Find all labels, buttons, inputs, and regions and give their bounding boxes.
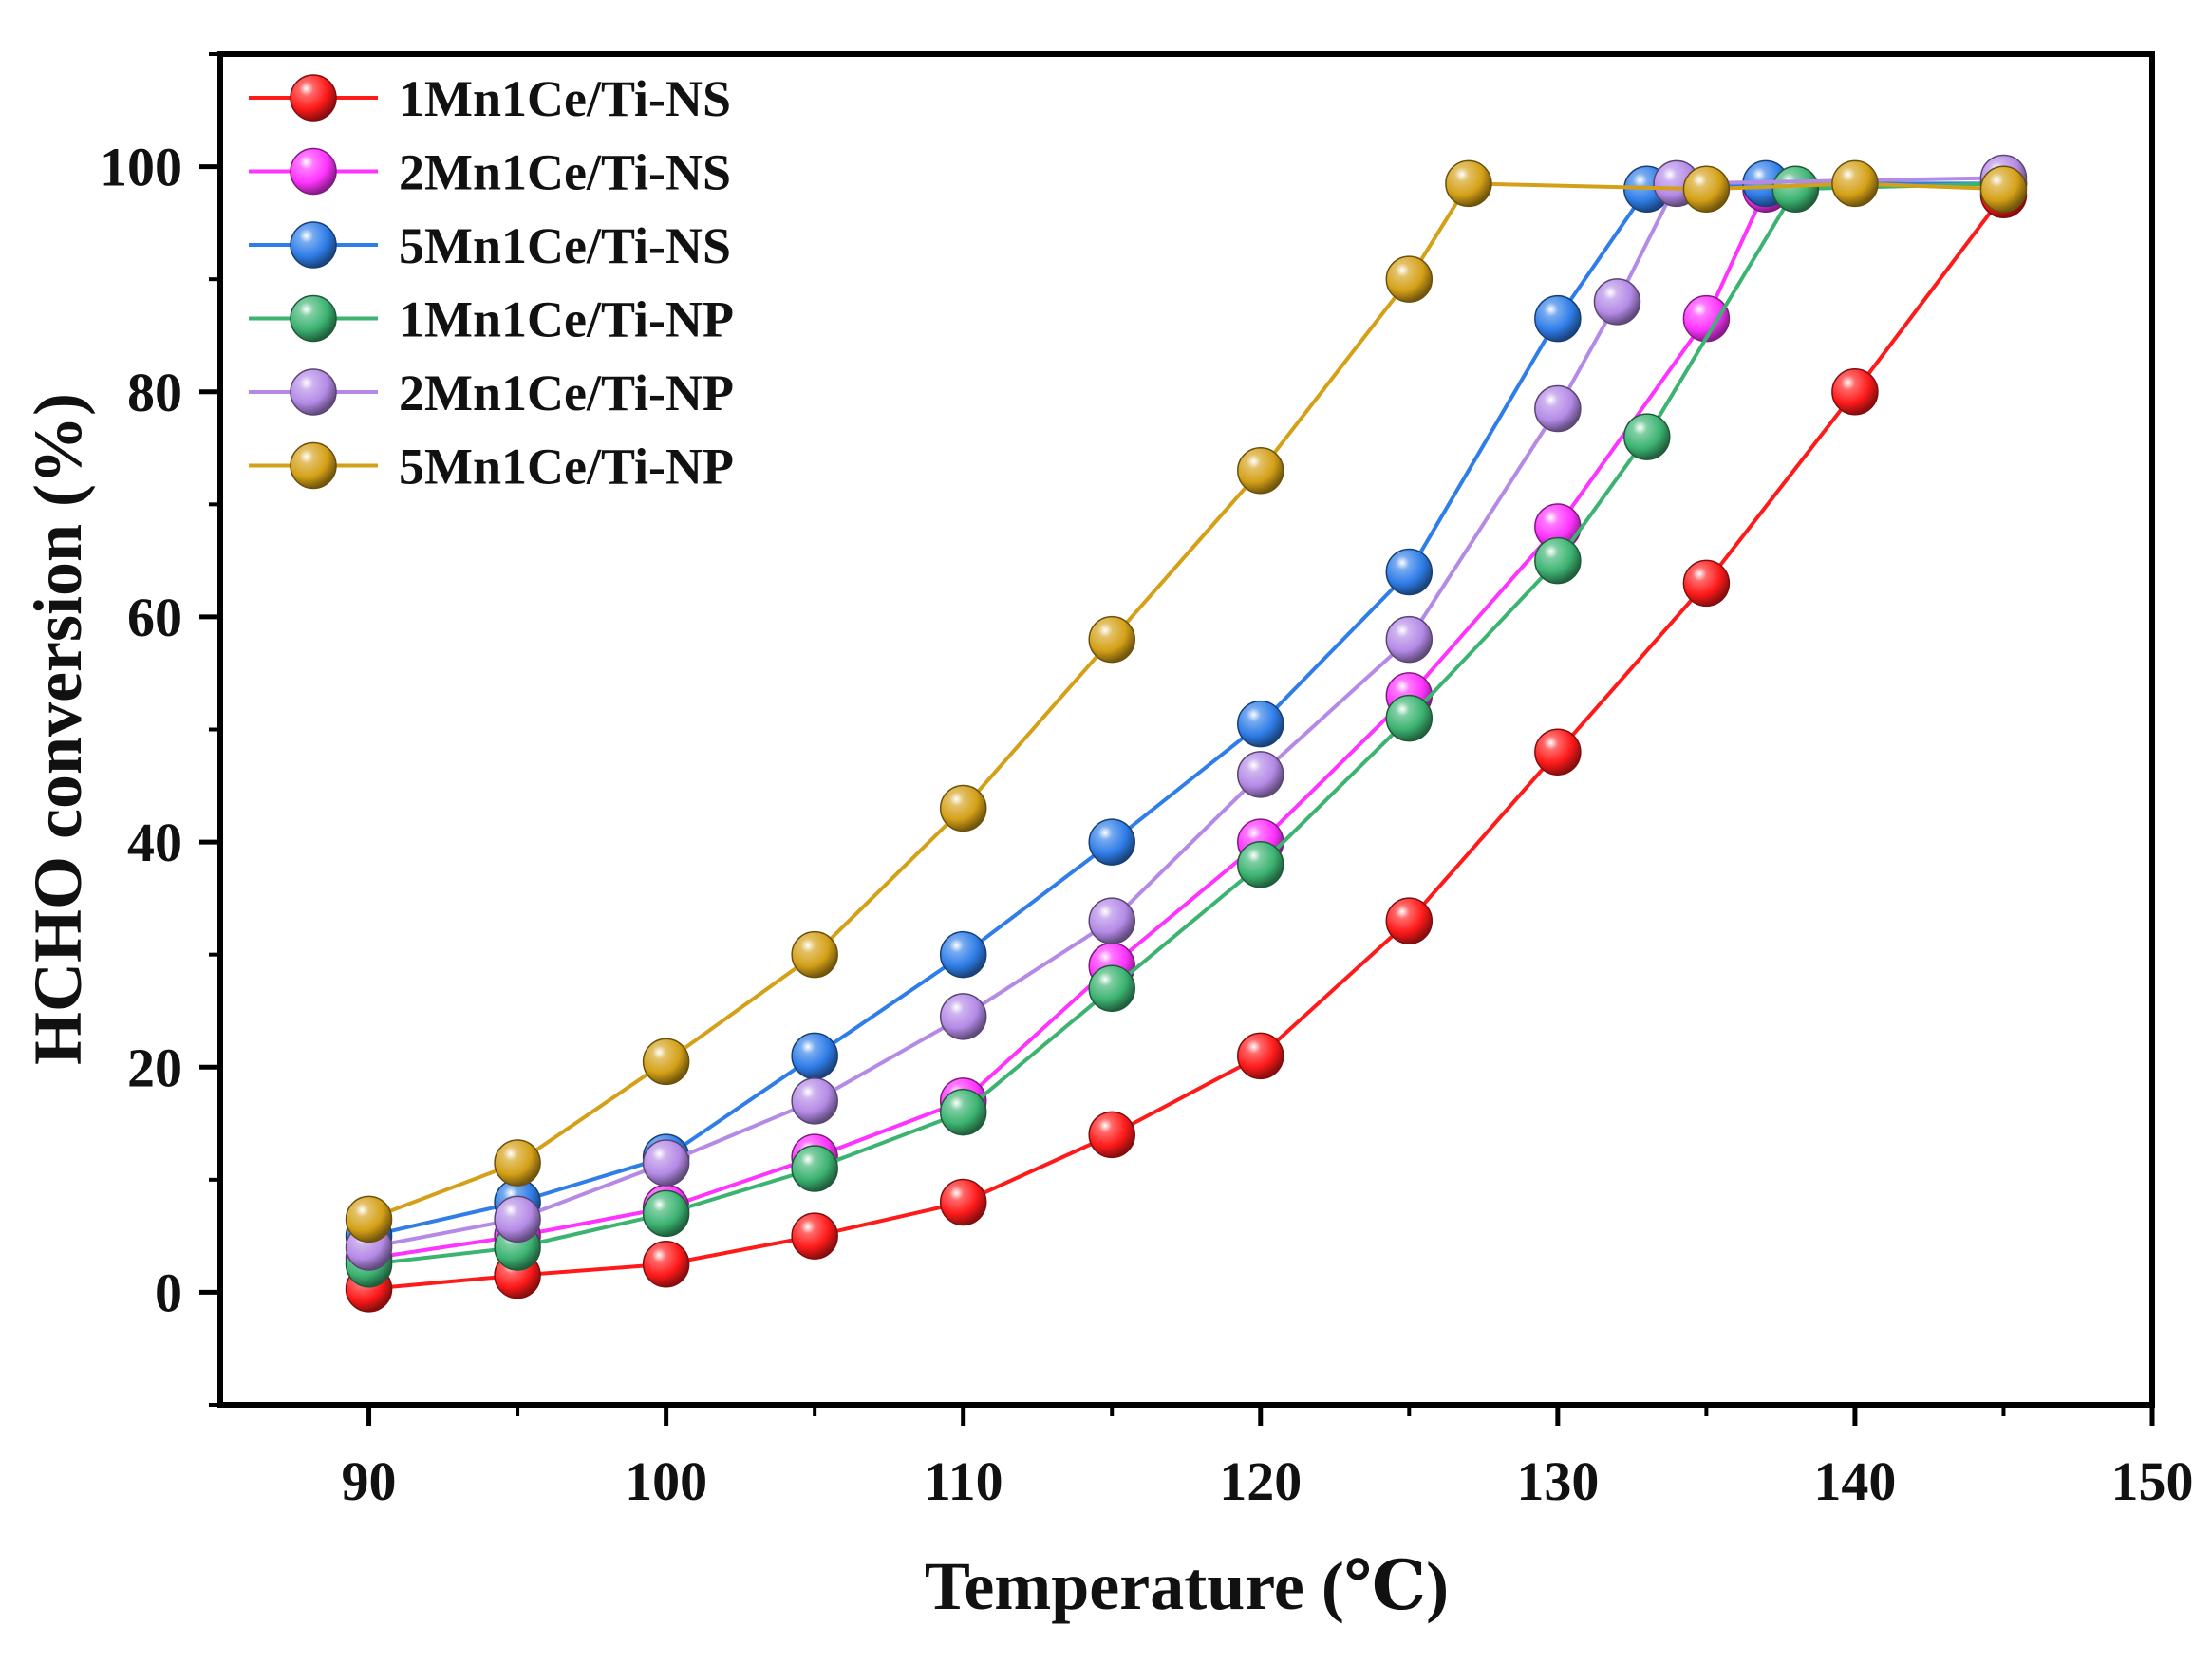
legend-label: 2Mn1Ce/Ti-NS xyxy=(399,144,731,201)
data-point xyxy=(939,1088,987,1136)
legend-item: 2Mn1Ce/Ti-NP xyxy=(249,365,734,421)
data-point xyxy=(1979,165,2028,214)
series-line xyxy=(368,181,2004,1261)
data-point xyxy=(494,1139,541,1187)
x-tick-label: 90 xyxy=(342,1450,397,1512)
data-point xyxy=(642,1189,690,1238)
series-line xyxy=(368,193,2006,1291)
data-point xyxy=(1534,384,1582,433)
data-point xyxy=(791,1077,838,1125)
legend-item: 2Mn1Ce/Ti-NS xyxy=(249,144,731,201)
legend-label: 2Mn1Ce/Ti-NP xyxy=(399,365,734,421)
data-point xyxy=(1534,536,1582,585)
legend-item: 5Mn1Ce/Ti-NS xyxy=(249,217,731,274)
y-tick-label: 0 xyxy=(155,1262,182,1323)
legend-marker xyxy=(290,441,337,490)
series-line xyxy=(368,181,2004,1266)
x-tick-label: 150 xyxy=(2111,1450,2194,1512)
data-point xyxy=(1088,964,1135,1012)
x-tick-label: 130 xyxy=(1516,1450,1599,1512)
y-tick-label: 100 xyxy=(100,137,182,198)
y-tick-label: 40 xyxy=(127,812,182,873)
series-group xyxy=(345,171,2028,1313)
x-tick-label: 120 xyxy=(1219,1450,1302,1512)
legend-label: 5Mn1Ce/Ti-NP xyxy=(399,439,734,495)
x-tick-label: 140 xyxy=(1813,1450,1896,1512)
legend-label: 1Mn1Ce/Ti-NS xyxy=(399,70,731,127)
legend-marker xyxy=(290,368,337,416)
legend-item: 1Mn1Ce/Ti-NP xyxy=(249,291,734,348)
y-tick-label: 60 xyxy=(127,587,182,648)
data-point xyxy=(1385,615,1434,664)
series-line xyxy=(367,181,2004,1222)
data-point xyxy=(791,930,838,979)
legend-item: 1Mn1Ce/Ti-NS xyxy=(249,70,731,127)
legend-label: 1Mn1Ce/Ti-NP xyxy=(399,291,734,348)
series-group xyxy=(345,159,2028,1288)
y-axis-label: HCHO conversion (%) xyxy=(20,393,96,1065)
data-point xyxy=(1237,1032,1284,1080)
data-point xyxy=(1088,897,1135,944)
data-point xyxy=(939,1178,987,1226)
series-group xyxy=(345,159,2028,1243)
data-point xyxy=(791,1212,838,1260)
data-point xyxy=(1682,165,1731,214)
data-point xyxy=(1682,559,1731,608)
data-point xyxy=(1088,1111,1135,1159)
x-axis-label: Temperature (℃) xyxy=(925,1548,1449,1624)
y-tick-label: 80 xyxy=(127,362,182,423)
axis-layer: 90 100 110 120 130 140 150 0 20 40 60 80 100 xyxy=(100,52,2194,1512)
legend-marker xyxy=(290,221,337,269)
data-point xyxy=(1385,548,1434,596)
data-point xyxy=(494,1195,541,1243)
data-point xyxy=(345,1195,393,1243)
data-point xyxy=(1385,255,1434,303)
data-point xyxy=(1237,700,1284,748)
legend-label: 5Mn1Ce/Ti-NS xyxy=(399,217,731,274)
data-point xyxy=(939,784,987,832)
series-layer xyxy=(345,154,2028,1313)
data-point xyxy=(1237,751,1284,798)
legend-item: 5Mn1Ce/Ti-NP xyxy=(249,439,734,495)
data-point xyxy=(939,930,987,979)
data-point xyxy=(1831,159,1879,208)
data-point xyxy=(642,1241,690,1288)
data-point xyxy=(1593,278,1641,326)
data-point xyxy=(1237,447,1284,495)
data-point xyxy=(1385,897,1434,944)
data-point xyxy=(1771,165,1820,214)
data-point xyxy=(939,993,987,1040)
data-point xyxy=(1831,368,1879,416)
y-tick-label: 20 xyxy=(127,1037,182,1098)
data-point xyxy=(1623,413,1671,460)
legend-marker xyxy=(290,147,337,196)
data-point xyxy=(1088,615,1135,664)
data-point xyxy=(1534,294,1582,343)
data-point xyxy=(1385,694,1434,742)
legend-marker xyxy=(290,294,337,343)
legend-marker xyxy=(290,74,337,122)
x-tick-label: 100 xyxy=(625,1450,707,1512)
data-point xyxy=(791,1032,838,1080)
data-point xyxy=(642,1139,690,1187)
data-point xyxy=(791,1145,838,1192)
data-point xyxy=(1445,159,1492,208)
data-point xyxy=(1237,841,1284,888)
data-point xyxy=(1088,818,1135,866)
x-tick-label: 110 xyxy=(924,1450,1003,1512)
data-point xyxy=(1534,728,1582,776)
data-point xyxy=(642,1038,690,1086)
legend: 1Mn1Ce/Ti-NS 2Mn1Ce/Ti-NS 5Mn1Ce/Ti-NS 1Mn1… xyxy=(249,70,734,495)
